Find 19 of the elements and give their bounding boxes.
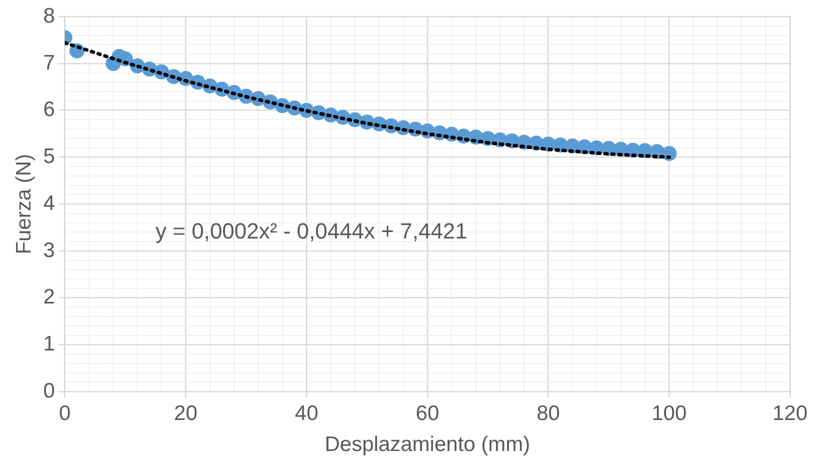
y-tick-label: 4	[43, 192, 56, 215]
x-tick-label: 40	[294, 402, 318, 425]
y-axis-title: Fuerza (N)	[12, 154, 36, 254]
x-tick-label: 20	[174, 402, 198, 425]
x-tick-label: 60	[416, 402, 440, 425]
y-tick-label: 7	[43, 51, 55, 74]
y-tick-label: 0	[43, 379, 55, 402]
y-tick-label: 8	[43, 4, 55, 28]
y-tick-label: 3	[43, 238, 55, 262]
x-tick-label: 80	[536, 402, 560, 425]
y-tick-label: 5	[43, 145, 55, 168]
x-tick-label: 100	[652, 402, 687, 425]
x-axis-title: Desplazamiento (mm)	[324, 433, 530, 456]
y-tick-label: 2	[43, 286, 55, 309]
y-tick-label: 1	[43, 332, 55, 356]
y-tick-label: 6	[43, 98, 55, 122]
annotation: y = 0,0002x² - 0,0444x + 7,4421	[156, 218, 468, 244]
x-tick-label: 120	[772, 402, 808, 425]
x-tick-label: 0	[59, 402, 71, 425]
